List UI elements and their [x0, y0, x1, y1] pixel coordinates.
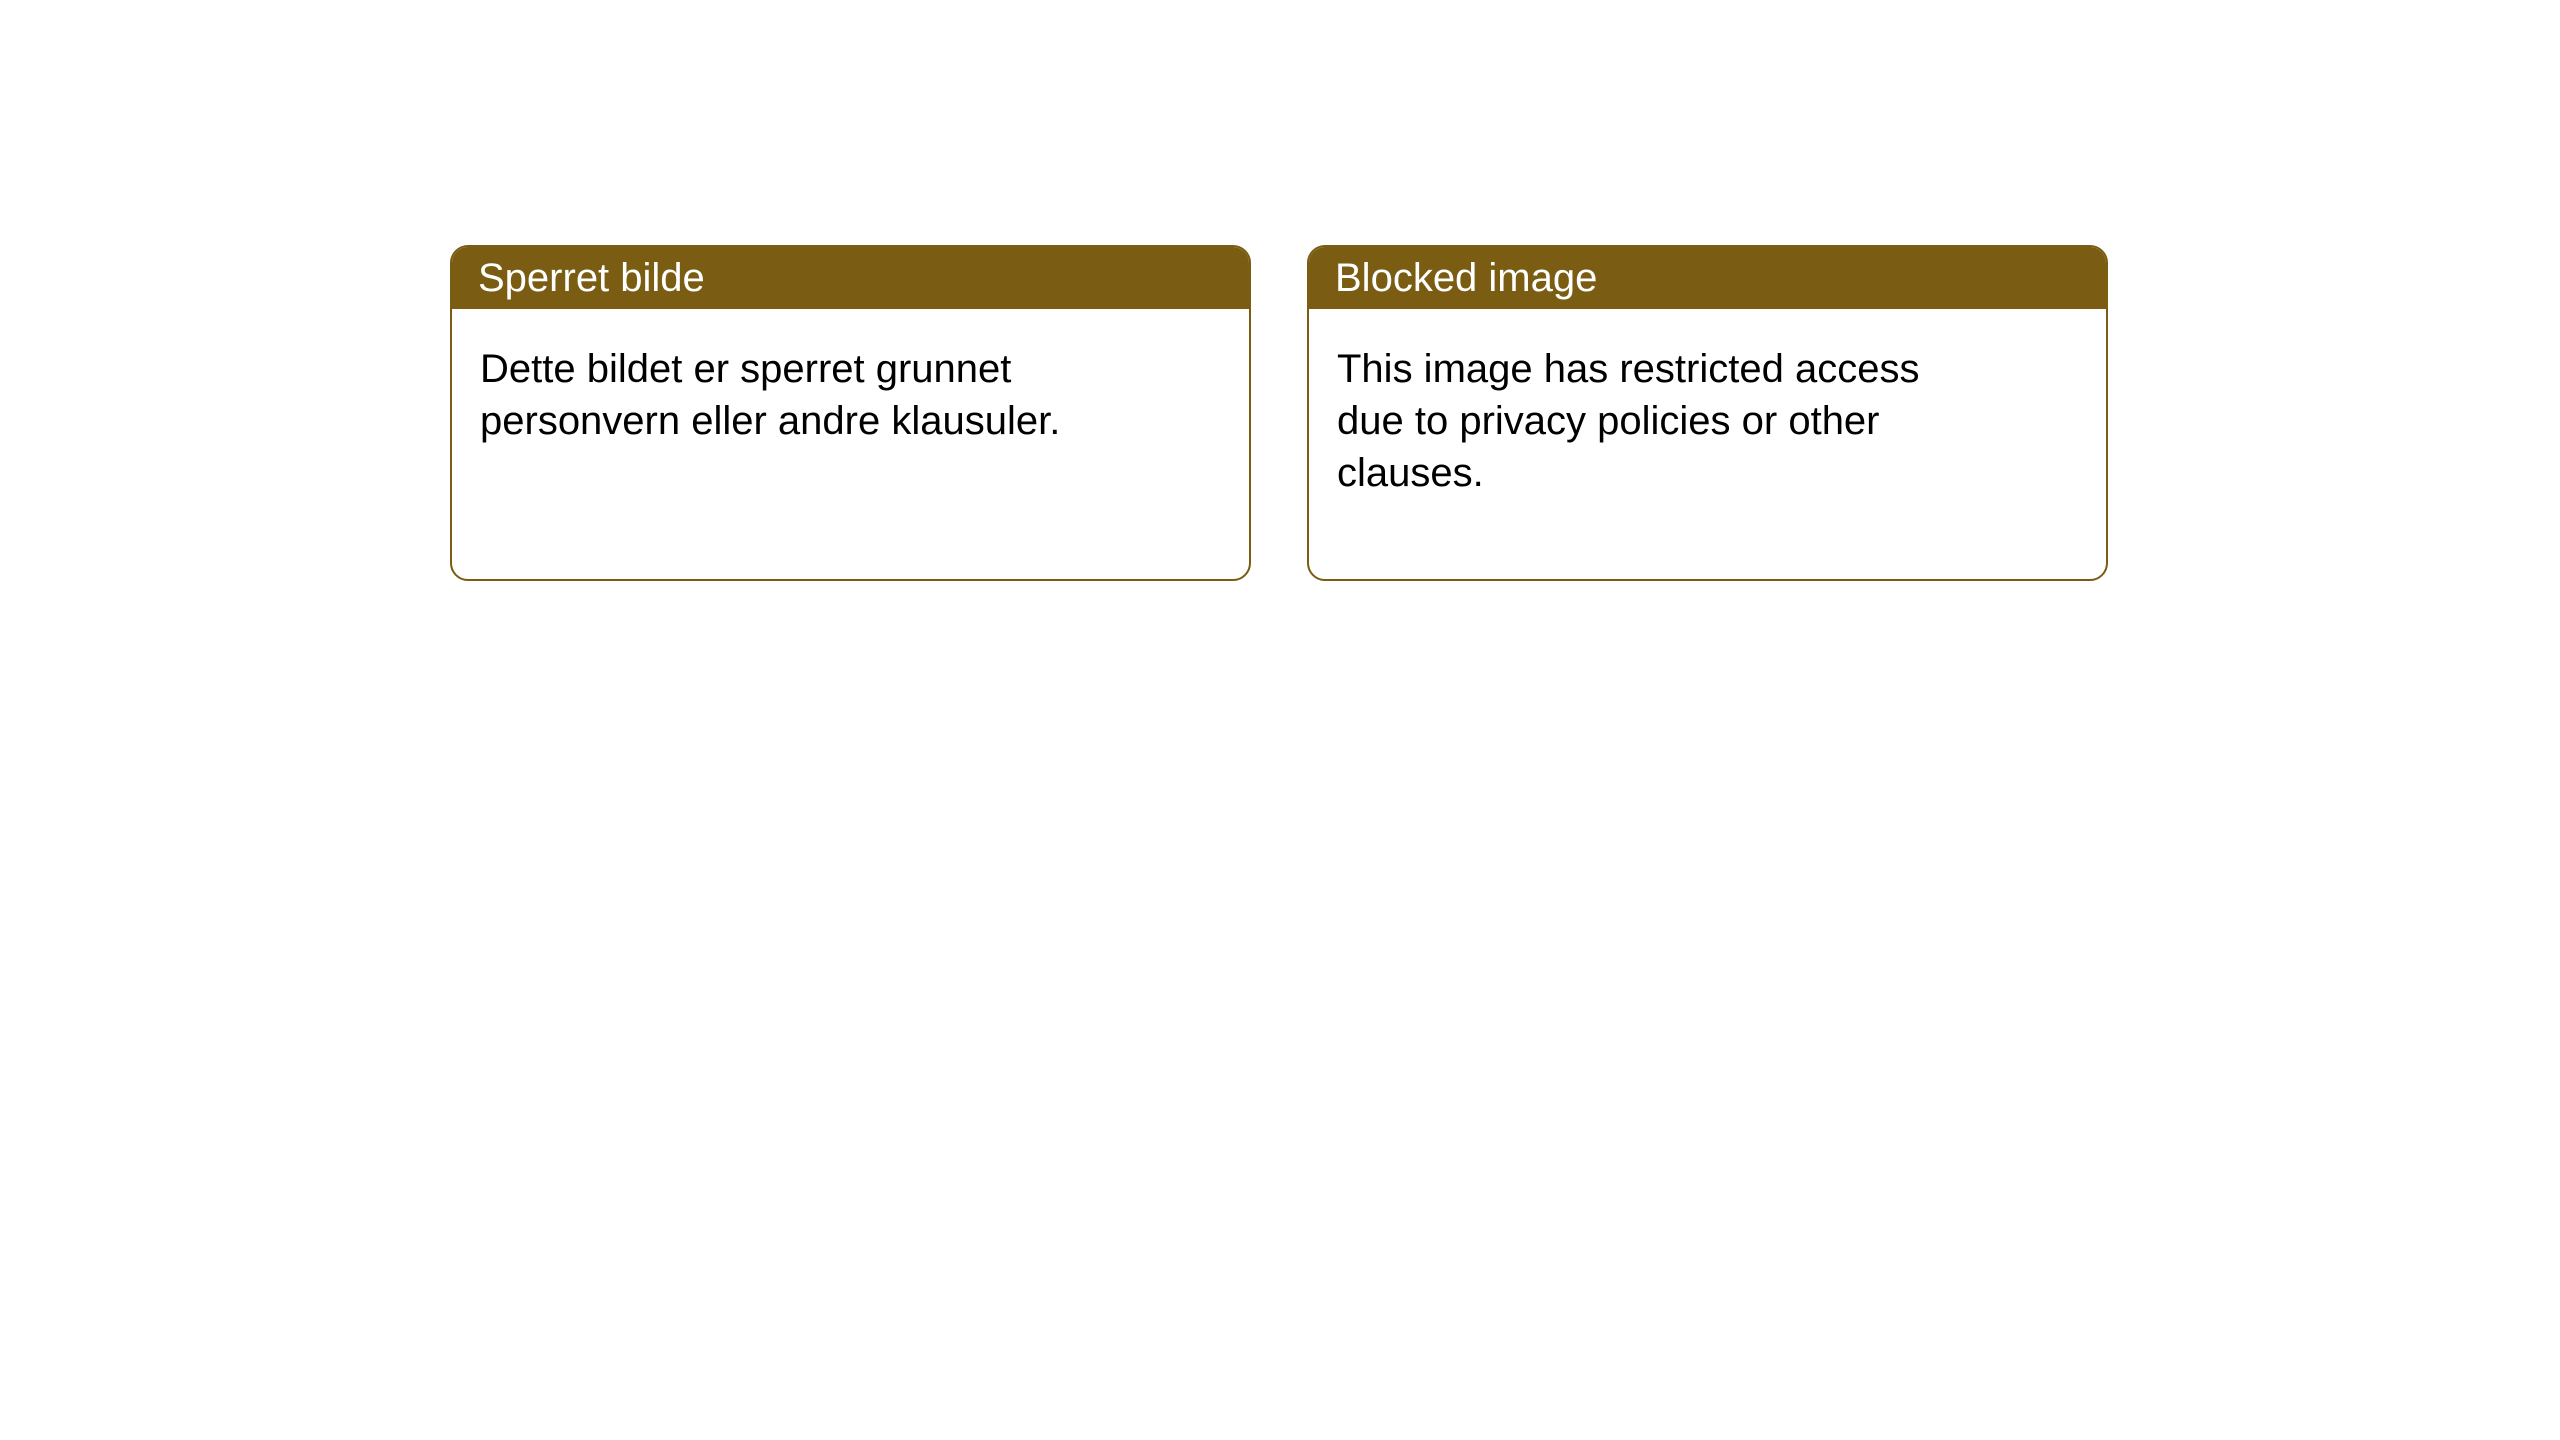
- blocked-image-card-norwegian: Sperret bilde Dette bildet er sperret gr…: [450, 245, 1251, 581]
- card-body-norwegian: Dette bildet er sperret grunnet personve…: [452, 309, 1152, 481]
- card-title-norwegian: Sperret bilde: [478, 256, 705, 301]
- card-header-english: Blocked image: [1309, 247, 2106, 309]
- card-body-english: This image has restricted access due to …: [1309, 309, 2009, 533]
- card-text-norwegian: Dette bildet er sperret grunnet personve…: [480, 347, 1060, 443]
- card-header-norwegian: Sperret bilde: [452, 247, 1249, 309]
- cards-container: Sperret bilde Dette bildet er sperret gr…: [0, 0, 2560, 581]
- blocked-image-card-english: Blocked image This image has restricted …: [1307, 245, 2108, 581]
- card-title-english: Blocked image: [1335, 256, 1597, 301]
- card-text-english: This image has restricted access due to …: [1337, 347, 1919, 495]
